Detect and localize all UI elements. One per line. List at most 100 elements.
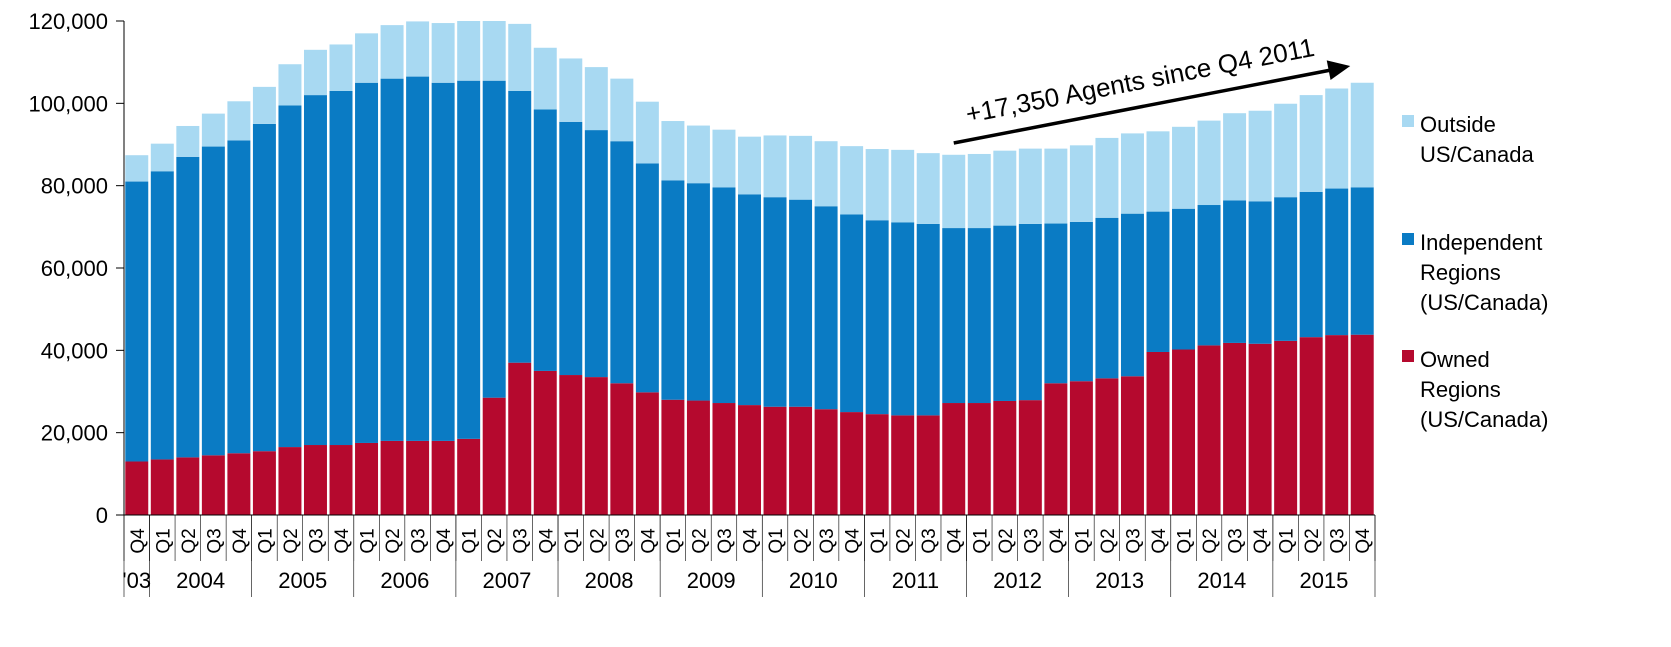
bar-segment-owned <box>533 370 557 515</box>
bar-segment-owned <box>763 406 787 515</box>
bar-segment-owned <box>814 409 838 515</box>
legend-label: Independent <box>1420 230 1542 255</box>
bar-segment-independent <box>1120 213 1144 377</box>
bar-segment-independent <box>559 121 583 376</box>
x-quarter-label: Q2 <box>689 528 710 553</box>
bar-segment-owned <box>1018 400 1042 515</box>
bar-segment-outside <box>967 153 991 229</box>
bar-segment-owned <box>1069 381 1093 515</box>
bar-segment-independent <box>916 223 940 416</box>
bar-segment-outside <box>686 125 710 184</box>
bar-segment-independent <box>1350 187 1374 335</box>
x-quarter-label: Q2 <box>894 528 915 553</box>
bar-segment-independent <box>1197 205 1221 346</box>
bar-segment-outside <box>1274 103 1298 198</box>
bar-segment-outside <box>329 44 353 91</box>
bar-segment-owned <box>738 405 761 515</box>
bar-segment-independent <box>278 105 302 448</box>
x-quarter-label: Q4 <box>128 528 149 554</box>
bar-segment-owned <box>942 403 966 515</box>
bar-segment-outside <box>1120 133 1144 214</box>
x-quarter-label: Q4 <box>230 528 251 554</box>
bar-segment-outside <box>176 125 200 157</box>
x-year-label: 2012 <box>993 568 1042 593</box>
bar-segment-owned <box>1197 345 1221 515</box>
x-quarter-label: Q1 <box>1175 528 1196 553</box>
x-quarter-label: Q1 <box>1277 528 1298 553</box>
bar-segment-independent <box>610 141 634 384</box>
bar-segment-independent <box>942 228 966 404</box>
bar-segment-outside <box>789 135 813 200</box>
x-quarter-label: Q2 <box>485 528 506 553</box>
bar-segment-owned <box>176 457 200 515</box>
bar-segment-owned <box>252 451 276 515</box>
bar-segment-independent <box>635 163 659 393</box>
bar-series <box>125 21 1374 515</box>
bar-segment-outside <box>431 23 455 83</box>
bar-segment-owned <box>329 445 353 515</box>
x-year-label: 2004 <box>176 568 225 593</box>
bar-segment-outside <box>303 49 327 96</box>
bar-segment-outside <box>1044 148 1068 224</box>
bar-segment-independent <box>1095 217 1119 379</box>
bar-segment-independent <box>1069 221 1093 382</box>
bar-segment-independent <box>329 90 353 446</box>
x-quarter-label: Q4 <box>638 528 659 554</box>
bar-segment-owned <box>1172 349 1196 515</box>
x-year-label: 2011 <box>892 568 939 593</box>
y-tick-label: 0 <box>96 503 108 528</box>
bar-segment-owned <box>125 461 149 515</box>
x-quarter-label: Q2 <box>587 528 608 553</box>
bar-segment-outside <box>201 113 225 147</box>
bar-segment-independent <box>1018 223 1042 401</box>
bar-segment-independent <box>457 80 481 439</box>
bar-segment-owned <box>482 397 506 515</box>
bar-segment-outside <box>942 154 966 229</box>
bar-segment-outside <box>993 150 1017 226</box>
legend: Outside US/Canada Independent Regions (US/Ca… <box>1402 112 1548 432</box>
x-quarter-label: Q1 <box>358 528 379 553</box>
bar-segment-outside <box>916 153 940 224</box>
x-quarter-label: Q1 <box>766 528 787 553</box>
axes <box>123 21 1375 516</box>
x-year-label: 2014 <box>1197 568 1246 593</box>
bar-segment-owned <box>789 406 813 515</box>
bar-segment-outside <box>1069 145 1093 222</box>
bar-segment-outside <box>610 78 634 142</box>
bar-segment-outside <box>1325 88 1349 189</box>
bar-segment-independent <box>1299 191 1323 338</box>
legend-label: Regions <box>1420 377 1501 402</box>
x-quarter-label: Q4 <box>1251 528 1272 554</box>
bar-segment-outside <box>635 101 659 164</box>
x-quarter-label: Q4 <box>434 528 455 554</box>
bar-segment-independent <box>763 197 787 407</box>
bar-segment-owned <box>457 438 481 515</box>
x-year-label: 2010 <box>789 568 838 593</box>
bar-segment-owned <box>1350 334 1374 515</box>
bar-segment-owned <box>1325 335 1349 515</box>
bar-segment-independent <box>1172 208 1196 350</box>
x-quarter-label: Q2 <box>996 528 1017 553</box>
y-axis-ticks: 0 20,000 40,000 60,000 80,000 100,000 120,000 <box>28 9 124 528</box>
x-quarter-label: Q2 <box>179 528 200 553</box>
x-quarter-label: Q3 <box>919 528 940 553</box>
bar-segment-outside <box>1018 148 1042 224</box>
x-quarter-label: Q3 <box>1123 528 1144 553</box>
bar-segment-outside <box>661 121 685 181</box>
bar-segment-independent <box>508 90 532 363</box>
legend-swatch <box>1402 350 1414 362</box>
bar-segment-outside <box>763 135 787 198</box>
x-quarter-label: Q4 <box>843 528 864 554</box>
bar-segment-owned <box>1223 342 1247 515</box>
x-quarter-label: Q2 <box>1098 528 1119 553</box>
x-quarter-label: Q1 <box>664 528 685 553</box>
bar-segment-owned <box>661 399 685 515</box>
bar-segment-independent <box>431 82 455 441</box>
x-quarter-label: Q3 <box>306 528 327 553</box>
bar-segment-owned <box>431 440 455 515</box>
x-axis-labels: Q4 Q1 Q2 Q3 Q4 Q1 Q2 Q3 Q4 Q1 Q2 Q3 Q4 Q1 Q2 Q3 Q4 Q1 Q2 Q3… <box>122 515 1376 597</box>
x-year-label: 2006 <box>380 568 429 593</box>
y-tick-label: 100,000 <box>28 91 108 116</box>
bar-segment-independent <box>252 123 276 452</box>
